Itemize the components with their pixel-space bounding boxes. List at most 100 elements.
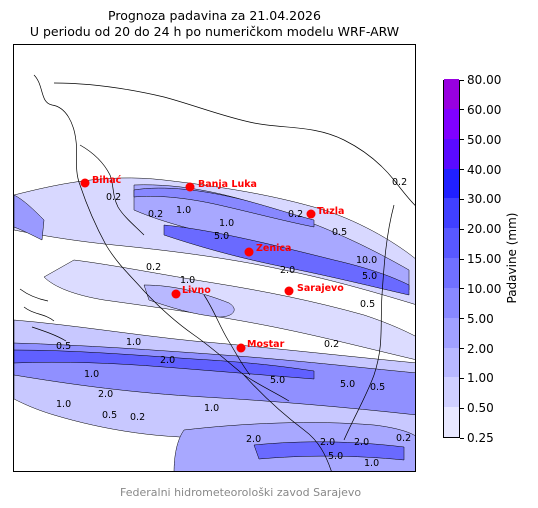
colorbar-segment <box>444 197 459 229</box>
footer-credit: Federalni hidrometeorološki zavod Saraje… <box>120 486 362 499</box>
city-tuzla: Tuzla <box>306 206 344 219</box>
islands-3 <box>19 288 49 302</box>
city-label: Sarajevo <box>297 283 344 294</box>
colorbar <box>443 78 460 438</box>
islands-2 <box>31 326 67 342</box>
colorbar-tick <box>460 377 464 379</box>
colorbar-tick-label: 15.00 <box>467 252 502 266</box>
border-east <box>343 204 395 441</box>
city-label: Mostar <box>247 339 285 350</box>
city-label: Banja Luka <box>198 179 257 190</box>
city-markers: Bihać Banja Luka Tuzla Zenica Livno Sara… <box>80 175 344 353</box>
contour-label-1-0: 1.0 <box>204 403 219 414</box>
contour-label-1-0: 1.0 <box>176 205 191 216</box>
colorbar-tick-label: 0.50 <box>467 401 494 416</box>
colorbar-tick-label: 60.00 <box>467 102 502 117</box>
city-dot <box>80 178 90 188</box>
colorbar-tick <box>460 169 464 170</box>
colorbar-tick <box>460 437 464 439</box>
city-dot <box>244 247 254 257</box>
contour-label-0-5: 0.5 <box>332 227 347 238</box>
contour-label-5-0: 5.0 <box>328 451 343 462</box>
colorbar-tick <box>460 139 464 141</box>
colorbar-segment <box>444 406 459 437</box>
colorbar-label: Padavine (mm) <box>505 212 519 304</box>
contour-label-0-5: 0.5 <box>56 341 71 352</box>
colorbar-segment <box>444 376 459 408</box>
city-label: Bihać <box>92 175 122 186</box>
contour-label-2-0: 2.0 <box>320 437 335 448</box>
city-banja-luka: Banja Luka <box>185 179 257 192</box>
colorbar-tick-label: 5.00 <box>467 311 494 326</box>
contour-label-0-2: 0.2 <box>106 192 121 203</box>
colorbar-segment <box>444 287 459 318</box>
contour-label-0-5: 0.5 <box>360 299 375 310</box>
islands-1 <box>23 306 55 322</box>
colorbar-tick-label: 20.00 <box>467 222 502 237</box>
colorbar-tick-label: 40.00 <box>467 162 502 177</box>
contour-label-5-0: 5.0 <box>362 271 377 282</box>
city-dot <box>171 289 181 299</box>
city-zenica: Zenica <box>244 243 291 257</box>
colorbar-tick-label: 10.00 <box>467 281 502 296</box>
colorbar-segment <box>444 257 459 288</box>
colorbar-tick <box>460 109 464 111</box>
band-southeast-core <box>253 441 405 461</box>
contour-label-1-0: 1.0 <box>84 369 99 380</box>
city-dot <box>185 182 195 192</box>
contour-label-0-2: 0.2 <box>396 433 411 444</box>
city-dot <box>284 286 294 296</box>
contour-label-1-0: 1.0 <box>126 337 141 348</box>
colorbar-segment <box>444 78 459 109</box>
colorbar-segment <box>444 227 459 258</box>
colorbar-tick-label: 1.00 <box>467 371 494 386</box>
colorbar-tick-label: 50.00 <box>467 132 502 147</box>
colorbar-tick <box>460 228 464 230</box>
map-title: Prognoza padavina za 21.04.2026 U period… <box>13 8 416 40</box>
colorbar-tick <box>460 318 464 320</box>
contour-label-1-0: 1.0 <box>364 458 379 469</box>
map-canvas: 0.2 0.2 1.0 1.0 5.0 0.2 0.5 0.2 10.0 5.0… <box>14 74 415 471</box>
border-bih-west <box>79 144 145 236</box>
precipitation-fill <box>14 177 415 471</box>
city-label: Tuzla <box>317 206 344 217</box>
city-bihac: Bihać <box>80 175 122 188</box>
contour-label-0-2: 0.2 <box>288 209 303 220</box>
city-livno: Livno <box>171 285 211 299</box>
band-south-core <box>14 349 315 380</box>
city-mostar: Mostar <box>236 339 285 353</box>
contour-label-1-0: 1.0 <box>56 399 71 410</box>
city-label: Zenica <box>256 243 291 254</box>
contour-label-2-0: 2.0 <box>98 389 113 400</box>
contour-label-10-0: 10.0 <box>356 255 377 266</box>
colorbar-tick <box>460 288 464 290</box>
contour-label-2-0: 2.0 <box>246 434 261 445</box>
colorbar-segment <box>444 138 459 169</box>
coastline <box>33 74 290 402</box>
contour-label-0-2: 0.2 <box>146 262 161 273</box>
band-upper-strip <box>133 187 315 228</box>
contour-label-2-0: 2.0 <box>354 437 369 448</box>
contour-label-5-0: 5.0 <box>270 375 285 386</box>
colorbar-segment <box>444 108 459 139</box>
contour-labels: 0.2 0.2 1.0 1.0 5.0 0.2 0.5 0.2 10.0 5.0… <box>56 177 411 469</box>
colorbar-tick-label: 80.00 <box>467 73 502 87</box>
contour-label-1-0: 1.0 <box>219 218 234 229</box>
colorbar-segment <box>444 168 459 199</box>
inner-detail <box>203 294 251 376</box>
contour-label-0-5: 0.5 <box>102 410 117 421</box>
colorbar-tick-label: 30.00 <box>467 192 502 207</box>
precipitation-map: 0.2 0.2 1.0 1.0 5.0 0.2 0.5 0.2 10.0 5.0… <box>13 44 416 472</box>
title-line-2: U periodu od 20 do 24 h po numeričkom mo… <box>29 24 400 39</box>
contour-label-5-0: 5.0 <box>340 379 355 390</box>
contour-label-2-0: 2.0 <box>160 355 175 366</box>
colorbar-tick <box>460 258 464 260</box>
contour-label-0-5: 0.5 <box>370 382 385 393</box>
colorbar-tick <box>460 198 464 200</box>
colorbar-tick <box>460 79 464 81</box>
border-montenegro <box>243 374 332 471</box>
contour-label-1-0: 1.0 <box>180 275 195 286</box>
band-north-core <box>163 224 410 296</box>
colorbar-segment <box>444 317 459 348</box>
colorbar-tick-label: 0.25 <box>467 431 494 445</box>
